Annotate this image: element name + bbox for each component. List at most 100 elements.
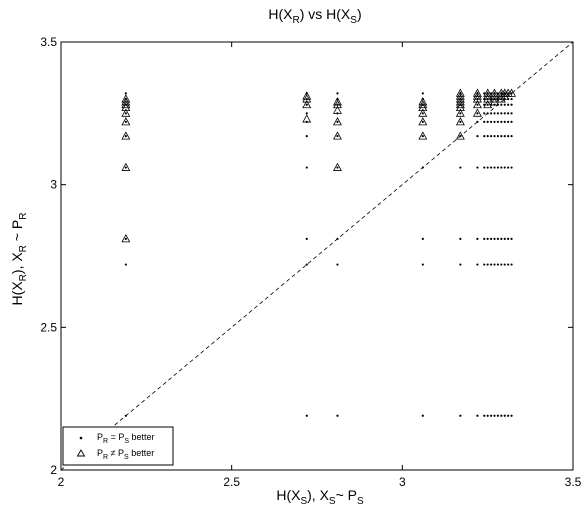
triangle-point — [490, 91, 499, 100]
triangle-point — [455, 97, 465, 106]
triangle-point — [418, 131, 428, 140]
dot-point — [510, 135, 513, 138]
dot-point — [476, 120, 479, 123]
dot-point — [459, 120, 462, 123]
dot-point — [124, 112, 127, 115]
triangle-point — [483, 99, 493, 109]
dot-point — [500, 120, 503, 123]
dot-point — [500, 135, 503, 138]
dot-point — [305, 103, 308, 106]
dot-point — [483, 263, 486, 266]
dot-point — [489, 120, 493, 123]
triangle-point — [472, 91, 482, 100]
triangle-point — [507, 88, 517, 97]
dot-point — [510, 414, 513, 417]
dot-point — [476, 135, 479, 138]
data-marks — [60, 41, 574, 471]
triangle-point — [483, 91, 493, 100]
dot-point — [476, 166, 479, 169]
dot-point — [486, 112, 489, 115]
y-tick-label: 2.5 — [40, 320, 57, 334]
dot-point — [500, 103, 503, 106]
dot-point — [489, 166, 493, 169]
triangle-point — [483, 88, 493, 97]
triangle-point — [455, 99, 465, 109]
plot-frame — [60, 41, 574, 471]
dot-point — [493, 166, 496, 169]
dot-point — [305, 112, 308, 115]
triangle-point — [333, 99, 342, 109]
dot-point — [124, 237, 127, 240]
dot-point — [503, 135, 506, 138]
triangle-point — [121, 131, 131, 140]
triangle-point — [418, 108, 428, 117]
diagonal-reference-line — [60, 41, 574, 471]
triangle-point — [500, 91, 510, 100]
dot-point — [510, 166, 513, 169]
x-tick-label: 3.5 — [565, 475, 582, 489]
dot-point — [507, 120, 510, 123]
x-axis-label: H(XS), XS~ PS — [276, 487, 364, 507]
triangle-point — [490, 88, 499, 97]
dot-point — [493, 237, 496, 240]
dot-point — [507, 103, 510, 106]
dot-point — [493, 414, 496, 417]
dot-point — [421, 263, 424, 266]
dot-point — [421, 414, 424, 417]
triangle-point — [418, 117, 428, 126]
triangle-point — [496, 94, 506, 103]
dot-point — [486, 120, 489, 123]
dot-point — [459, 237, 462, 240]
dot-point — [476, 263, 479, 266]
triangle-point — [472, 94, 482, 103]
dot-point — [336, 166, 339, 169]
triangle-point — [302, 99, 312, 109]
dot-point — [500, 263, 503, 266]
triangle-point — [490, 94, 499, 103]
dot-point — [493, 112, 496, 115]
x-tick-label: 2.5 — [223, 475, 240, 489]
dot-point — [459, 263, 462, 266]
triangle-point — [121, 97, 131, 106]
dot-point — [486, 103, 489, 106]
dot-point — [493, 135, 496, 138]
dot-point — [476, 237, 479, 240]
dot-point — [503, 237, 506, 240]
dot-point — [493, 263, 496, 266]
x-tick-label: 2 — [58, 475, 65, 489]
dot-point — [476, 112, 479, 115]
dot-point — [486, 166, 489, 169]
dot-point — [496, 135, 500, 138]
dot-point — [459, 112, 462, 115]
dot-point — [124, 263, 127, 266]
y-tick-label: 2 — [50, 463, 57, 477]
triangle-point — [121, 108, 131, 117]
dot-point — [336, 120, 339, 123]
triangle-point — [455, 94, 465, 103]
dot-point — [486, 237, 489, 240]
triangle-point — [455, 91, 465, 100]
triangle-point — [472, 108, 482, 117]
dot-point — [503, 166, 506, 169]
triangle-point — [302, 91, 312, 100]
dot-point — [507, 414, 510, 417]
dot-point — [124, 120, 127, 123]
chart-title: H(XR) vs H(XS) — [268, 6, 361, 26]
triangle-point — [483, 94, 493, 103]
dot-point — [305, 263, 308, 266]
dot-point — [124, 414, 127, 417]
dot-point — [503, 103, 506, 106]
triangle-point — [333, 97, 342, 106]
dot-point — [489, 112, 493, 115]
legend-label-notequal: PR ≠ PS better — [97, 448, 154, 461]
legend-box — [62, 426, 174, 466]
triangle-point — [121, 99, 131, 109]
triangle-point — [333, 117, 342, 126]
dot-point — [486, 135, 489, 138]
dot-point — [496, 112, 500, 115]
triangle-point — [121, 162, 131, 171]
triangle-point — [455, 88, 465, 97]
triangle-point — [333, 162, 342, 171]
dot-point — [496, 237, 500, 240]
